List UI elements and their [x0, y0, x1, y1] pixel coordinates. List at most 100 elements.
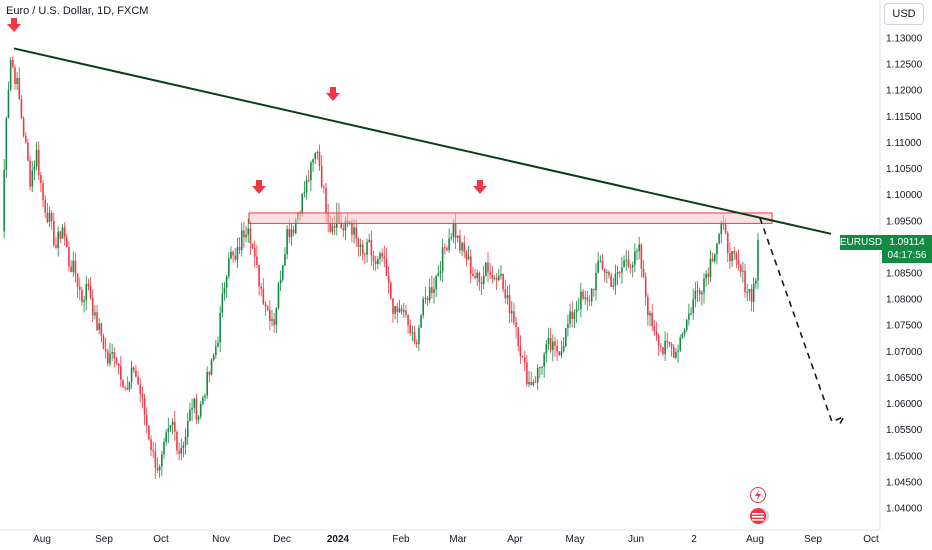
candle-body — [703, 278, 705, 293]
candle-body — [582, 291, 584, 299]
candle-body — [398, 308, 401, 313]
candle-body — [48, 212, 51, 223]
candle-body — [415, 342, 418, 344]
resistance-zone[interactable] — [248, 212, 773, 224]
candle-body — [528, 381, 530, 385]
candle-body — [668, 342, 671, 345]
candle-body — [141, 394, 144, 398]
price-tick-label: 1.11000 — [886, 138, 922, 149]
candle-body — [202, 397, 204, 404]
lightning-icon[interactable] — [750, 487, 766, 503]
candle-body — [688, 313, 690, 320]
candle-body — [351, 222, 353, 235]
candle-body — [426, 297, 429, 301]
candle-body — [262, 288, 265, 304]
candle-body — [117, 363, 120, 367]
candle-body — [98, 323, 100, 330]
candle-body — [171, 421, 174, 426]
candle-body — [467, 256, 470, 260]
price-tick-label: 1.09500 — [886, 216, 923, 227]
arrows-layer — [7, 18, 487, 194]
candle-body — [567, 323, 569, 329]
candle-body — [463, 242, 466, 253]
candle-body — [81, 289, 83, 303]
candle-body — [739, 264, 742, 272]
candle-body — [616, 272, 619, 275]
candle-body — [59, 231, 62, 239]
candle-body — [709, 258, 712, 277]
candle-body — [614, 274, 617, 286]
candle-body — [459, 235, 461, 251]
candle-body — [323, 186, 325, 188]
chart-background — [0, 0, 880, 530]
candle-body — [474, 275, 476, 278]
candle-body — [523, 357, 526, 363]
candle-body — [556, 345, 558, 352]
candle-body — [694, 290, 697, 300]
chart-title: Euro / U.S. Dollar, 1D, FXCM — [6, 5, 149, 17]
candle-body — [377, 259, 379, 265]
candle-body — [606, 271, 608, 273]
candle-body — [176, 432, 178, 451]
candle-body — [143, 397, 146, 415]
candle-body — [320, 165, 323, 187]
candle-body — [407, 314, 409, 326]
candle-body — [288, 228, 291, 238]
candle-body — [644, 276, 647, 297]
candle-body — [195, 398, 198, 420]
trendline[interactable] — [13, 47, 832, 235]
candle-body — [508, 295, 511, 314]
candle-body — [636, 250, 638, 252]
price-tick-label: 1.10000 — [886, 190, 923, 201]
candle-body — [344, 220, 347, 231]
candle-body — [104, 349, 107, 352]
projection-path[interactable] — [759, 217, 846, 428]
candle-body — [273, 319, 275, 325]
candle-body — [541, 366, 543, 368]
candle-body — [651, 312, 653, 327]
candle-body — [9, 59, 12, 90]
symbol-tag: EURUSD — [839, 235, 883, 250]
price-tick-label: 1.06000 — [886, 399, 923, 410]
candle-body — [294, 219, 297, 234]
candle-body — [107, 351, 109, 364]
candle-body — [271, 319, 273, 322]
flags-icon[interactable] — [749, 507, 771, 525]
current-price-value: 1.09114 — [889, 237, 925, 248]
candle-body — [94, 312, 96, 316]
candle-body — [744, 270, 746, 293]
price-axis: 1.13000 1.12500 1.12000 1.11500 1.11000 1.105… — [886, 34, 923, 515]
candle-body — [361, 244, 364, 255]
candle-body — [480, 282, 483, 285]
candle-body — [5, 118, 8, 171]
candle-body — [87, 283, 90, 287]
time-tick-label: Mar — [449, 534, 467, 545]
candle-body — [530, 381, 532, 385]
candle-body — [372, 255, 375, 261]
candle-body — [340, 221, 342, 229]
candle-body — [634, 251, 636, 265]
candle-body — [444, 247, 446, 249]
candle-body — [536, 367, 539, 383]
candle-body — [390, 282, 392, 299]
candle-body — [66, 237, 68, 248]
candle-body — [260, 286, 262, 289]
candle-body — [456, 235, 459, 238]
candle-body — [243, 230, 245, 238]
time-tick-label: Aug — [33, 534, 51, 545]
candle-body — [240, 230, 243, 251]
candle-body — [364, 254, 366, 256]
candle-body — [402, 310, 405, 312]
currency-button[interactable]: USD — [884, 3, 924, 25]
candle-body — [623, 260, 625, 268]
candle-body — [70, 266, 72, 273]
candle-body — [418, 327, 420, 344]
candle-body — [413, 332, 416, 343]
candle-body — [595, 272, 597, 291]
candle-body — [232, 251, 234, 256]
candle-body — [424, 297, 427, 299]
candle-body — [476, 272, 478, 278]
candle-body — [161, 454, 163, 467]
candle-body — [478, 272, 481, 283]
